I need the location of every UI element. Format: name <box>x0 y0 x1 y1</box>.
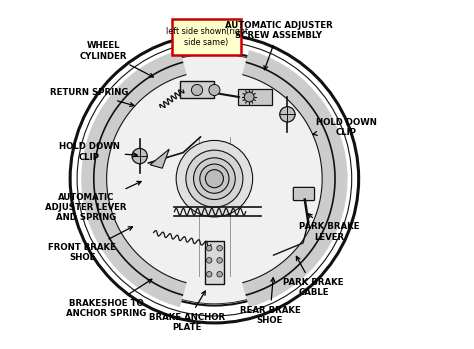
Circle shape <box>89 53 339 304</box>
Circle shape <box>200 164 229 193</box>
Circle shape <box>193 158 235 200</box>
Circle shape <box>132 148 147 164</box>
Text: REAR BRAKE
SHOE: REAR BRAKE SHOE <box>240 278 301 325</box>
Circle shape <box>206 245 212 251</box>
Text: left side shown(right
side same): left side shown(right side same) <box>165 28 247 47</box>
Polygon shape <box>150 149 169 168</box>
Circle shape <box>206 272 212 277</box>
Text: RETURN SPRING: RETURN SPRING <box>50 88 134 106</box>
Circle shape <box>176 140 253 217</box>
Text: BRAKESHOE TO
ANCHOR SPRING: BRAKESHOE TO ANCHOR SPRING <box>66 279 152 318</box>
Circle shape <box>205 170 223 188</box>
Circle shape <box>280 107 295 122</box>
Text: HOLD DOWN
CLIP: HOLD DOWN CLIP <box>313 118 377 137</box>
FancyBboxPatch shape <box>172 19 241 55</box>
Text: PARK BRAKE
LEVER: PARK BRAKE LEVER <box>299 214 359 242</box>
Circle shape <box>217 258 222 263</box>
Circle shape <box>217 245 222 251</box>
Text: WHEEL
CYLINDER: WHEEL CYLINDER <box>80 42 153 77</box>
Text: HOLD DOWN
CLIP: HOLD DOWN CLIP <box>59 142 137 162</box>
FancyBboxPatch shape <box>238 89 273 105</box>
FancyBboxPatch shape <box>180 81 214 98</box>
Text: AUTOMATIC
ADJUSTER LEVER
AND SPRING: AUTOMATIC ADJUSTER LEVER AND SPRING <box>45 181 141 222</box>
Circle shape <box>186 150 243 207</box>
Circle shape <box>244 92 254 102</box>
Text: AUTOMATIC ADJUSTER
SCREW ASSEMBLY: AUTOMATIC ADJUSTER SCREW ASSEMBLY <box>225 21 333 70</box>
Circle shape <box>206 258 212 263</box>
FancyBboxPatch shape <box>205 240 224 284</box>
Text: PARK BRAKE
CABLE: PARK BRAKE CABLE <box>283 257 344 297</box>
Circle shape <box>217 272 222 277</box>
FancyBboxPatch shape <box>293 187 315 201</box>
Text: FRONT BRAKE
SHOE: FRONT BRAKE SHOE <box>48 227 132 262</box>
Circle shape <box>209 84 220 96</box>
Circle shape <box>191 84 202 96</box>
Text: BRAKE ANCHOR
PLATE: BRAKE ANCHOR PLATE <box>148 291 225 332</box>
